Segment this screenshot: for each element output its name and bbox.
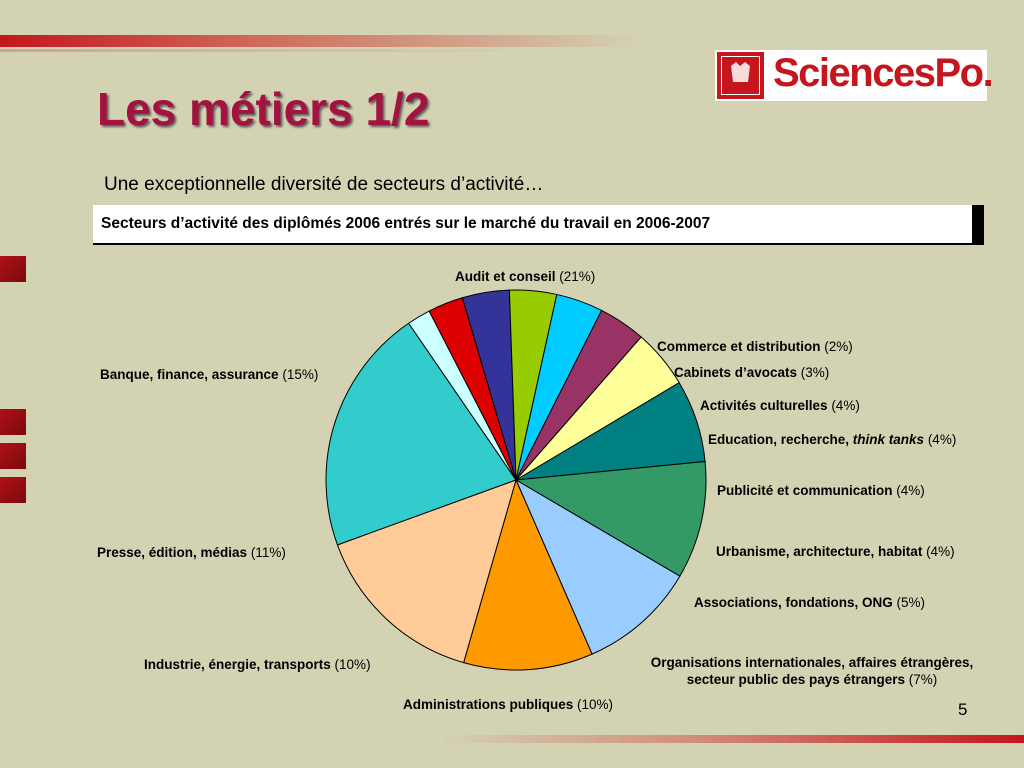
slice-label: Publicité et communication (4%) — [717, 482, 925, 499]
pie-slice — [463, 478, 593, 671]
pie-slice — [336, 479, 517, 664]
slice-label-name: Education, recherche, — [708, 432, 853, 447]
pie-slice — [325, 322, 517, 546]
slice-label: Audit et conseil (21%) — [455, 268, 595, 285]
slice-label-name: Industrie, énergie, transports — [144, 657, 331, 672]
slice-label-percent: (2%) — [820, 339, 853, 354]
slice-label-name: Activités culturelles — [700, 398, 828, 413]
slice-label-percent: (21%) — [555, 269, 596, 284]
slice-label-percent: (5%) — [892, 595, 926, 610]
side-bullet-square — [0, 409, 26, 435]
sciencespo-emblem-icon — [717, 52, 764, 99]
slice-label-name: Presse, édition, médias — [97, 545, 248, 560]
slice-label-name-line2: secteur public des pays étrangers — [686, 672, 906, 687]
slice-label-italic: think tanks — [852, 432, 925, 447]
slice-label-percent: (4%) — [892, 483, 925, 498]
slice-label: Urbanisme, architecture, habitat (4%) — [716, 543, 955, 560]
slice-label-percent: (4%) — [827, 398, 860, 413]
slice-label: Commerce et distribution (2%) — [657, 338, 853, 355]
slice-label-percent: (4%) — [924, 432, 957, 447]
slice-label: Organisations internationales, affaires … — [625, 654, 999, 688]
slice-label: Industrie, énergie, transports (10%) — [144, 656, 371, 673]
slice-label-name: Audit et conseil — [455, 269, 556, 284]
caption-box-shadow — [972, 205, 984, 245]
slice-label-percent: (10%) — [330, 657, 371, 672]
slice-label-name: Banque, finance, assurance — [100, 367, 279, 382]
bottom-decorative-bar — [440, 735, 1024, 743]
chart-caption-box: Secteurs d’activité des diplômés 2006 en… — [93, 205, 972, 245]
slice-label: Cabinets d’avocats (3%) — [674, 364, 829, 381]
slice-label: Banque, finance, assurance (15%) — [100, 366, 318, 383]
slice-label-name: Cabinets d’avocats — [674, 365, 798, 380]
slice-label-percent: (7%) — [905, 672, 938, 687]
slice-label-percent: (15%) — [278, 367, 319, 382]
slice-label: Presse, édition, médias (11%) — [97, 544, 286, 561]
top-decorative-line — [0, 49, 540, 52]
slice-label: Education, recherche, think tanks (4%) — [708, 431, 956, 448]
side-bullet-square — [0, 443, 26, 469]
page-number: 5 — [958, 700, 968, 719]
slice-label-name: Associations, fondations, ONG — [694, 595, 893, 610]
slide-subtitle: Une exceptionnelle diversité de secteurs… — [104, 174, 544, 195]
slice-label: Administrations publiques (10%) — [403, 696, 613, 713]
pie-slice — [514, 460, 707, 577]
chart-caption: Secteurs d’activité des diplômés 2006 en… — [101, 215, 711, 232]
top-decorative-bar — [0, 35, 640, 47]
slice-label-percent: (3%) — [797, 365, 830, 380]
pie-slice — [514, 478, 681, 655]
slice-label: Associations, fondations, ONG (5%) — [694, 594, 925, 611]
slice-label-name: Administrations publiques — [403, 697, 574, 712]
slice-label-percent: (4%) — [922, 544, 955, 559]
slice-label-percent: (10%) — [573, 697, 614, 712]
slice-label-name: Publicité et communication — [717, 483, 893, 498]
slide-title: Les métiers 1/2 — [97, 83, 430, 135]
slice-label-percent: (11%) — [247, 545, 286, 560]
sciencespo-logo: SciencesPo. — [715, 50, 994, 101]
slice-label: Activités culturelles (4%) — [700, 397, 860, 414]
slice-label-name: Commerce et distribution — [657, 339, 821, 354]
slice-label-name: Urbanisme, architecture, habitat — [716, 544, 923, 559]
side-bullet-square — [0, 477, 26, 503]
logo-wordmark: SciencesPo. — [773, 51, 994, 95]
side-bullet-square — [0, 256, 26, 282]
slice-label-name: Organisations internationales, affaires … — [650, 655, 974, 670]
